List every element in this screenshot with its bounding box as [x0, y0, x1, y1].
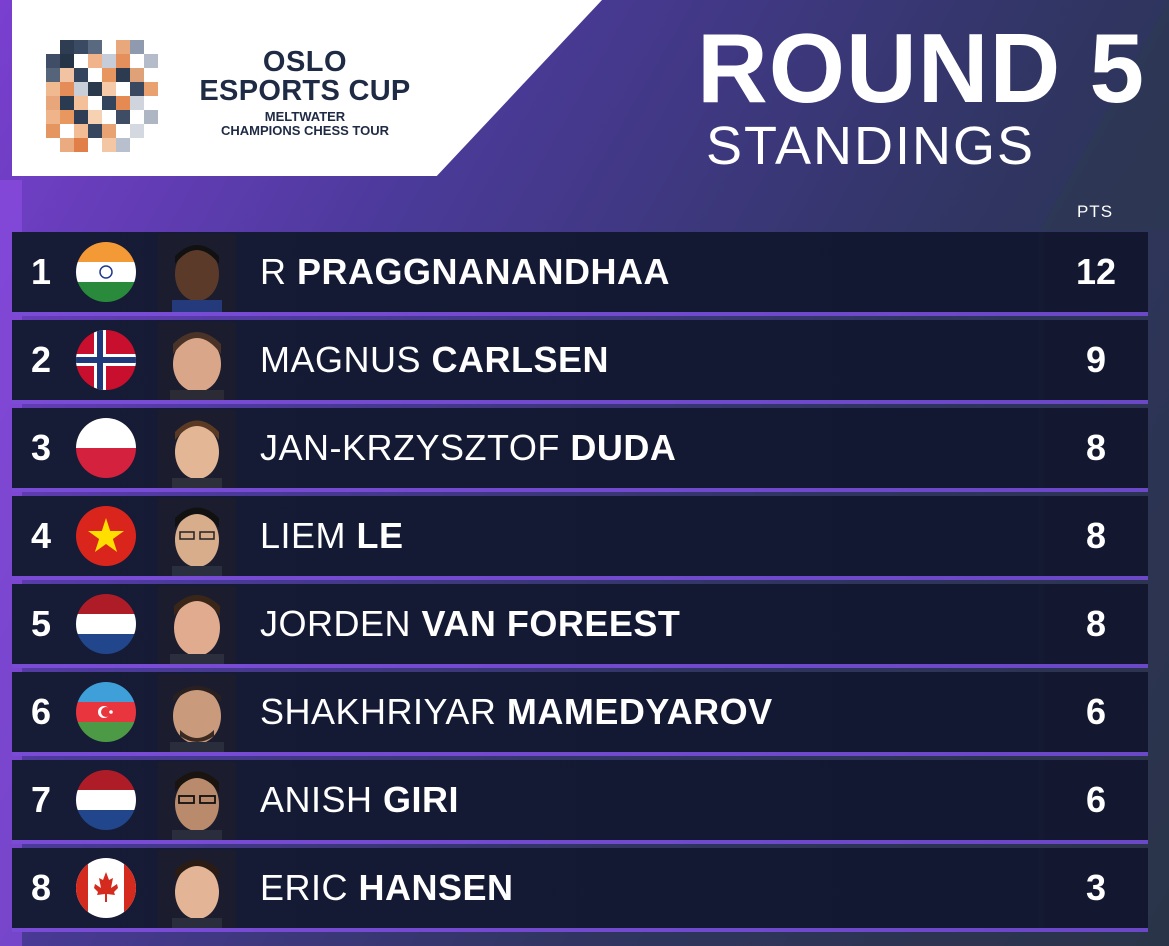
norway-flag-icon [76, 330, 136, 390]
points-cell: 8 [1044, 496, 1148, 576]
azerbaijan-flag-icon [76, 682, 136, 742]
rank: 7 [30, 779, 52, 820]
points-column-header: PTS [1076, 202, 1114, 221]
poland-flag-icon [76, 418, 136, 478]
player-photo-avatar [158, 850, 236, 928]
player-cell: 4 LIEM LE [12, 496, 1038, 576]
rank: 1 [30, 251, 52, 292]
standings-row: 7 ANISH GIRI 6 [12, 760, 1148, 844]
player-photo-avatar [158, 586, 236, 664]
first-name: LIEM [260, 515, 347, 556]
standings-row: 8 ERIC HANSEN 3 [12, 848, 1148, 932]
rank: 4 [30, 515, 52, 556]
points-value: 8 [1085, 603, 1107, 644]
player-cell: 8 ERIC HANSEN [12, 848, 1038, 928]
player-name: JORDEN VAN FOREEST [260, 604, 680, 644]
last-name: DUDA [570, 427, 677, 468]
points-value: 12 [1075, 251, 1117, 292]
netherlands-flag-icon [76, 594, 136, 654]
points-cell: 6 [1044, 672, 1148, 752]
player-cell: 6 SHAKHRIYAR MAMEDYAROV [12, 672, 1038, 752]
player-photo-avatar [158, 322, 236, 400]
points-cell: 9 [1044, 320, 1148, 400]
points-value: 3 [1085, 867, 1107, 908]
event-logo-text: OSLO ESPORTS CUP MELTWATER CHAMPIONS CHE… [180, 48, 430, 138]
player-photo-avatar [158, 410, 236, 488]
points-cell: 8 [1044, 408, 1148, 488]
player-name: MAGNUS CARLSEN [260, 340, 609, 380]
logo-line-oslo: OSLO [262, 46, 348, 78]
last-name: GIRI [383, 779, 460, 820]
points-value: 8 [1085, 515, 1107, 556]
first-name: R [260, 251, 287, 292]
rank: 3 [30, 427, 52, 468]
last-name: VAN FOREEST [421, 603, 681, 644]
vietnam-flag-icon [76, 506, 136, 566]
player-cell: 2 MAGNUS CARLSEN [12, 320, 1038, 400]
first-name: MAGNUS [260, 339, 422, 380]
player-name: ANISH GIRI [260, 780, 459, 820]
points-cell: 8 [1044, 584, 1148, 664]
player-name: SHAKHRIYAR MAMEDYAROV [260, 692, 773, 732]
event-logo-icon [46, 40, 158, 152]
last-name: LE [356, 515, 404, 556]
first-name: ERIC [260, 867, 349, 908]
player-cell: 7 ANISH GIRI [12, 760, 1038, 840]
logo-line-esports-cup: ESPORTS CUP [199, 75, 411, 107]
last-name: CARLSEN [431, 339, 610, 380]
canada-flag-icon [76, 858, 136, 918]
event-logo-card: OSLO ESPORTS CUP MELTWATER CHAMPIONS CHE… [12, 0, 602, 176]
first-name: ANISH [260, 779, 373, 820]
logo-line-tour: CHAMPIONS CHESS TOUR [220, 123, 390, 138]
points-value: 8 [1085, 427, 1107, 468]
standings-row: 3 JAN-KRZYSZTOF DUDA 8 [12, 408, 1148, 492]
player-name: ERIC HANSEN [260, 868, 514, 908]
standings-subtitle: STANDINGS [706, 116, 1036, 176]
player-name: JAN-KRZYSZTOF DUDA [260, 428, 676, 468]
last-name: HANSEN [358, 867, 514, 908]
player-photo-avatar [158, 234, 236, 312]
last-name: PRAGGNANANDHAA [297, 251, 671, 292]
standings-row: 5 JORDEN VAN FOREEST 8 [12, 584, 1148, 668]
first-name: JORDEN [260, 603, 412, 644]
india-flag-icon [76, 242, 136, 302]
points-cell: 12 [1044, 232, 1148, 312]
player-name: LIEM LE [260, 516, 404, 556]
standings-row: 6 SHAKHRIYAR MAMEDYAROV 6 [12, 672, 1148, 756]
player-cell: 5 JORDEN VAN FOREEST [12, 584, 1038, 664]
points-cell: 3 [1044, 848, 1148, 928]
netherlands-flag-icon [76, 770, 136, 830]
first-name: SHAKHRIYAR [260, 691, 497, 732]
player-photo-avatar [158, 762, 236, 840]
player-cell: 3 JAN-KRZYSZTOF DUDA [12, 408, 1038, 488]
rank: 5 [30, 603, 52, 644]
last-name: MAMEDYAROV [506, 691, 773, 732]
player-photo-avatar [158, 498, 236, 576]
standings-row: 1 R PRAGGNANANDHAA 12 [12, 232, 1148, 316]
standings-row: 2 MAGNUS CARLSEN 9 [12, 320, 1148, 404]
points-value: 9 [1085, 339, 1107, 380]
points-value: 6 [1085, 779, 1107, 820]
player-photo-avatar [158, 674, 236, 752]
points-cell: 6 [1044, 760, 1148, 840]
round-title: ROUND 5 [696, 13, 1145, 123]
first-name: JAN-KRZYSZTOF [260, 427, 560, 468]
rank: 2 [30, 339, 52, 380]
logo-line-meltwater: MELTWATER [264, 109, 346, 124]
player-name: R PRAGGNANANDHAA [260, 252, 670, 292]
standings-row: 4 LIEM LE 8 [12, 496, 1148, 580]
rank: 6 [30, 691, 52, 732]
points-value: 6 [1085, 691, 1107, 732]
player-cell: 1 R PRAGGNANANDHAA [12, 232, 1038, 312]
rank: 8 [30, 867, 52, 908]
